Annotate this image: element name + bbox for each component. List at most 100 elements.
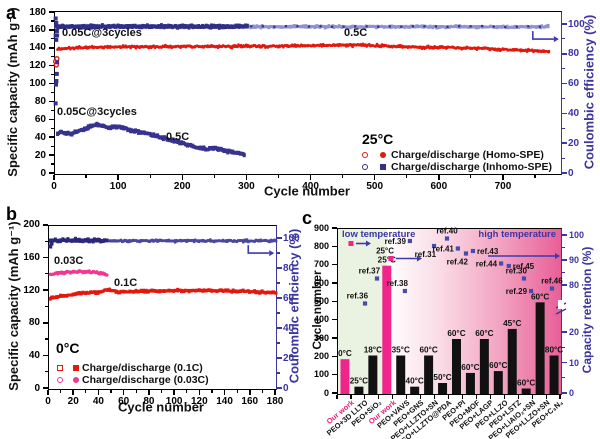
ce-0p1c — [273, 238, 276, 242]
axis-tick-label: 40 — [28, 349, 40, 361]
category-tick — [545, 395, 547, 399]
axis-tick — [97, 390, 100, 395]
axis-tick — [332, 227, 337, 229]
ce-dark-specks — [434, 25, 438, 28]
reference-retention-marker — [506, 263, 511, 269]
axis-tick-label: 60 — [283, 292, 295, 304]
axis-tick-label: 80 — [283, 262, 295, 274]
legend-row-inhomo: Charge/discharge (Inhomo-SPE) — [362, 161, 552, 173]
ce-0p1c — [245, 239, 249, 243]
axis-tick — [332, 245, 337, 248]
axis-tick-label: 120 — [190, 396, 208, 407]
axis-tick — [249, 390, 251, 395]
ce-0p1c — [185, 239, 188, 242]
ce-0p1c — [153, 239, 157, 243]
open-circle-marker-icon — [362, 152, 368, 158]
ce-0p1c — [216, 239, 220, 243]
initial-cycle-point — [54, 28, 59, 33]
axis-minor-tick — [406, 175, 408, 178]
axis-tick-label: 400 — [302, 181, 319, 192]
ce-dark-specks — [492, 25, 495, 28]
bar-peo-llzto-pda — [438, 383, 448, 394]
initial-cycle-point — [53, 101, 58, 106]
ce-0p1c — [144, 239, 148, 242]
axis-tick-label: 20 — [34, 149, 46, 161]
bar-temperature-label: 60°C — [461, 363, 479, 372]
axis-tick — [43, 289, 48, 291]
ce-0p1c — [157, 239, 160, 243]
ce-0p1c — [262, 239, 265, 242]
bar-temperature-label: 60°C — [447, 329, 465, 338]
ce-0p1c — [190, 238, 193, 242]
ce-0p1c — [128, 239, 131, 242]
ce-dark-specks — [273, 25, 276, 28]
ce-0p1c — [248, 240, 251, 243]
inhomo-spe-ce — [104, 26, 108, 30]
axis-minor-tick — [51, 91, 54, 94]
ce-0p1c — [242, 241, 245, 244]
inhomo-spe-capacity-0p5c — [177, 139, 181, 143]
ce-0p1c — [197, 240, 201, 244]
retention-marker-label: ref.43 — [477, 247, 499, 256]
initial-cycle-point — [54, 37, 59, 42]
axis-tick-label: 10 — [569, 357, 580, 368]
retention-marker-label: ref.46 — [541, 277, 563, 286]
axis-minor-tick — [51, 20, 54, 22]
ce-0p1c — [220, 239, 223, 243]
axis-minor-tick — [562, 246, 565, 249]
ce-0p1c — [253, 240, 256, 243]
ce-0p1c — [245, 238, 249, 241]
bar-peo-llzo — [493, 371, 503, 394]
axis-tick-label: 40 — [34, 131, 46, 143]
legend-label: Charge/discharge (Homo-SPE) — [391, 149, 544, 161]
axis-minor-tick — [236, 390, 238, 393]
axis-tick-label: 0 — [568, 167, 574, 179]
ce-0p1c — [136, 240, 139, 243]
inhomo-spe-ce — [92, 23, 95, 27]
ce-0p1c — [166, 239, 169, 242]
axis-minor-tick — [110, 390, 112, 393]
ce-0p1c — [252, 240, 255, 243]
ce-0p1c — [180, 240, 183, 243]
low-temperature-region-label: low temperature — [342, 229, 416, 240]
reference-retention-marker — [402, 288, 408, 294]
retention-marker-label: ref.41 — [433, 245, 455, 254]
ce-0p1c — [200, 239, 203, 243]
axis-tick — [277, 327, 282, 329]
ce-0p1c — [233, 240, 236, 243]
ce-dark-specks — [261, 25, 264, 28]
reference-retention-marker — [549, 286, 555, 291]
ce-dark-specks — [423, 25, 426, 28]
inhomo-spe-ce — [176, 26, 179, 30]
axis-tick-label: 900 — [313, 222, 329, 233]
homo-spe-ce — [259, 26, 263, 30]
category-tick — [336, 395, 338, 399]
reference-retention-marker — [470, 248, 476, 254]
ce-dark-specks — [354, 25, 357, 28]
homo-spe-capacity-0p5c — [426, 44, 430, 48]
ce-dark-specks — [284, 25, 288, 28]
bar-temperature-label: 45°C — [503, 319, 521, 328]
ce-axis-arrow — [247, 245, 270, 254]
bar-temperature-label: 0°C — [338, 349, 352, 358]
initial-cycle-point — [54, 71, 59, 76]
ce-0p1c — [162, 239, 165, 242]
ce-0p1c — [139, 240, 143, 243]
inhomo-spe-ce — [187, 26, 191, 30]
bar-temperature-label: 60°C — [419, 346, 437, 355]
rate-annotation: 0.5C — [166, 131, 190, 143]
axis-minor-tick — [277, 342, 280, 344]
axis-minor-tick — [45, 273, 48, 275]
axis-tick — [562, 259, 567, 261]
bar-temperature-label: 60°C — [475, 329, 493, 338]
high-temperature-region-label: high temperature — [478, 229, 556, 240]
reference-retention-marker — [407, 238, 413, 244]
ce-0p1c — [119, 238, 123, 242]
axis-tick — [562, 392, 567, 394]
ce-0p03c — [91, 240, 95, 244]
axis-tick — [562, 172, 567, 174]
axis-tick — [332, 318, 337, 321]
ce-0p1c — [168, 240, 172, 243]
axis-tick-label: 180 — [29, 6, 46, 18]
ce-0p1c — [207, 239, 211, 242]
